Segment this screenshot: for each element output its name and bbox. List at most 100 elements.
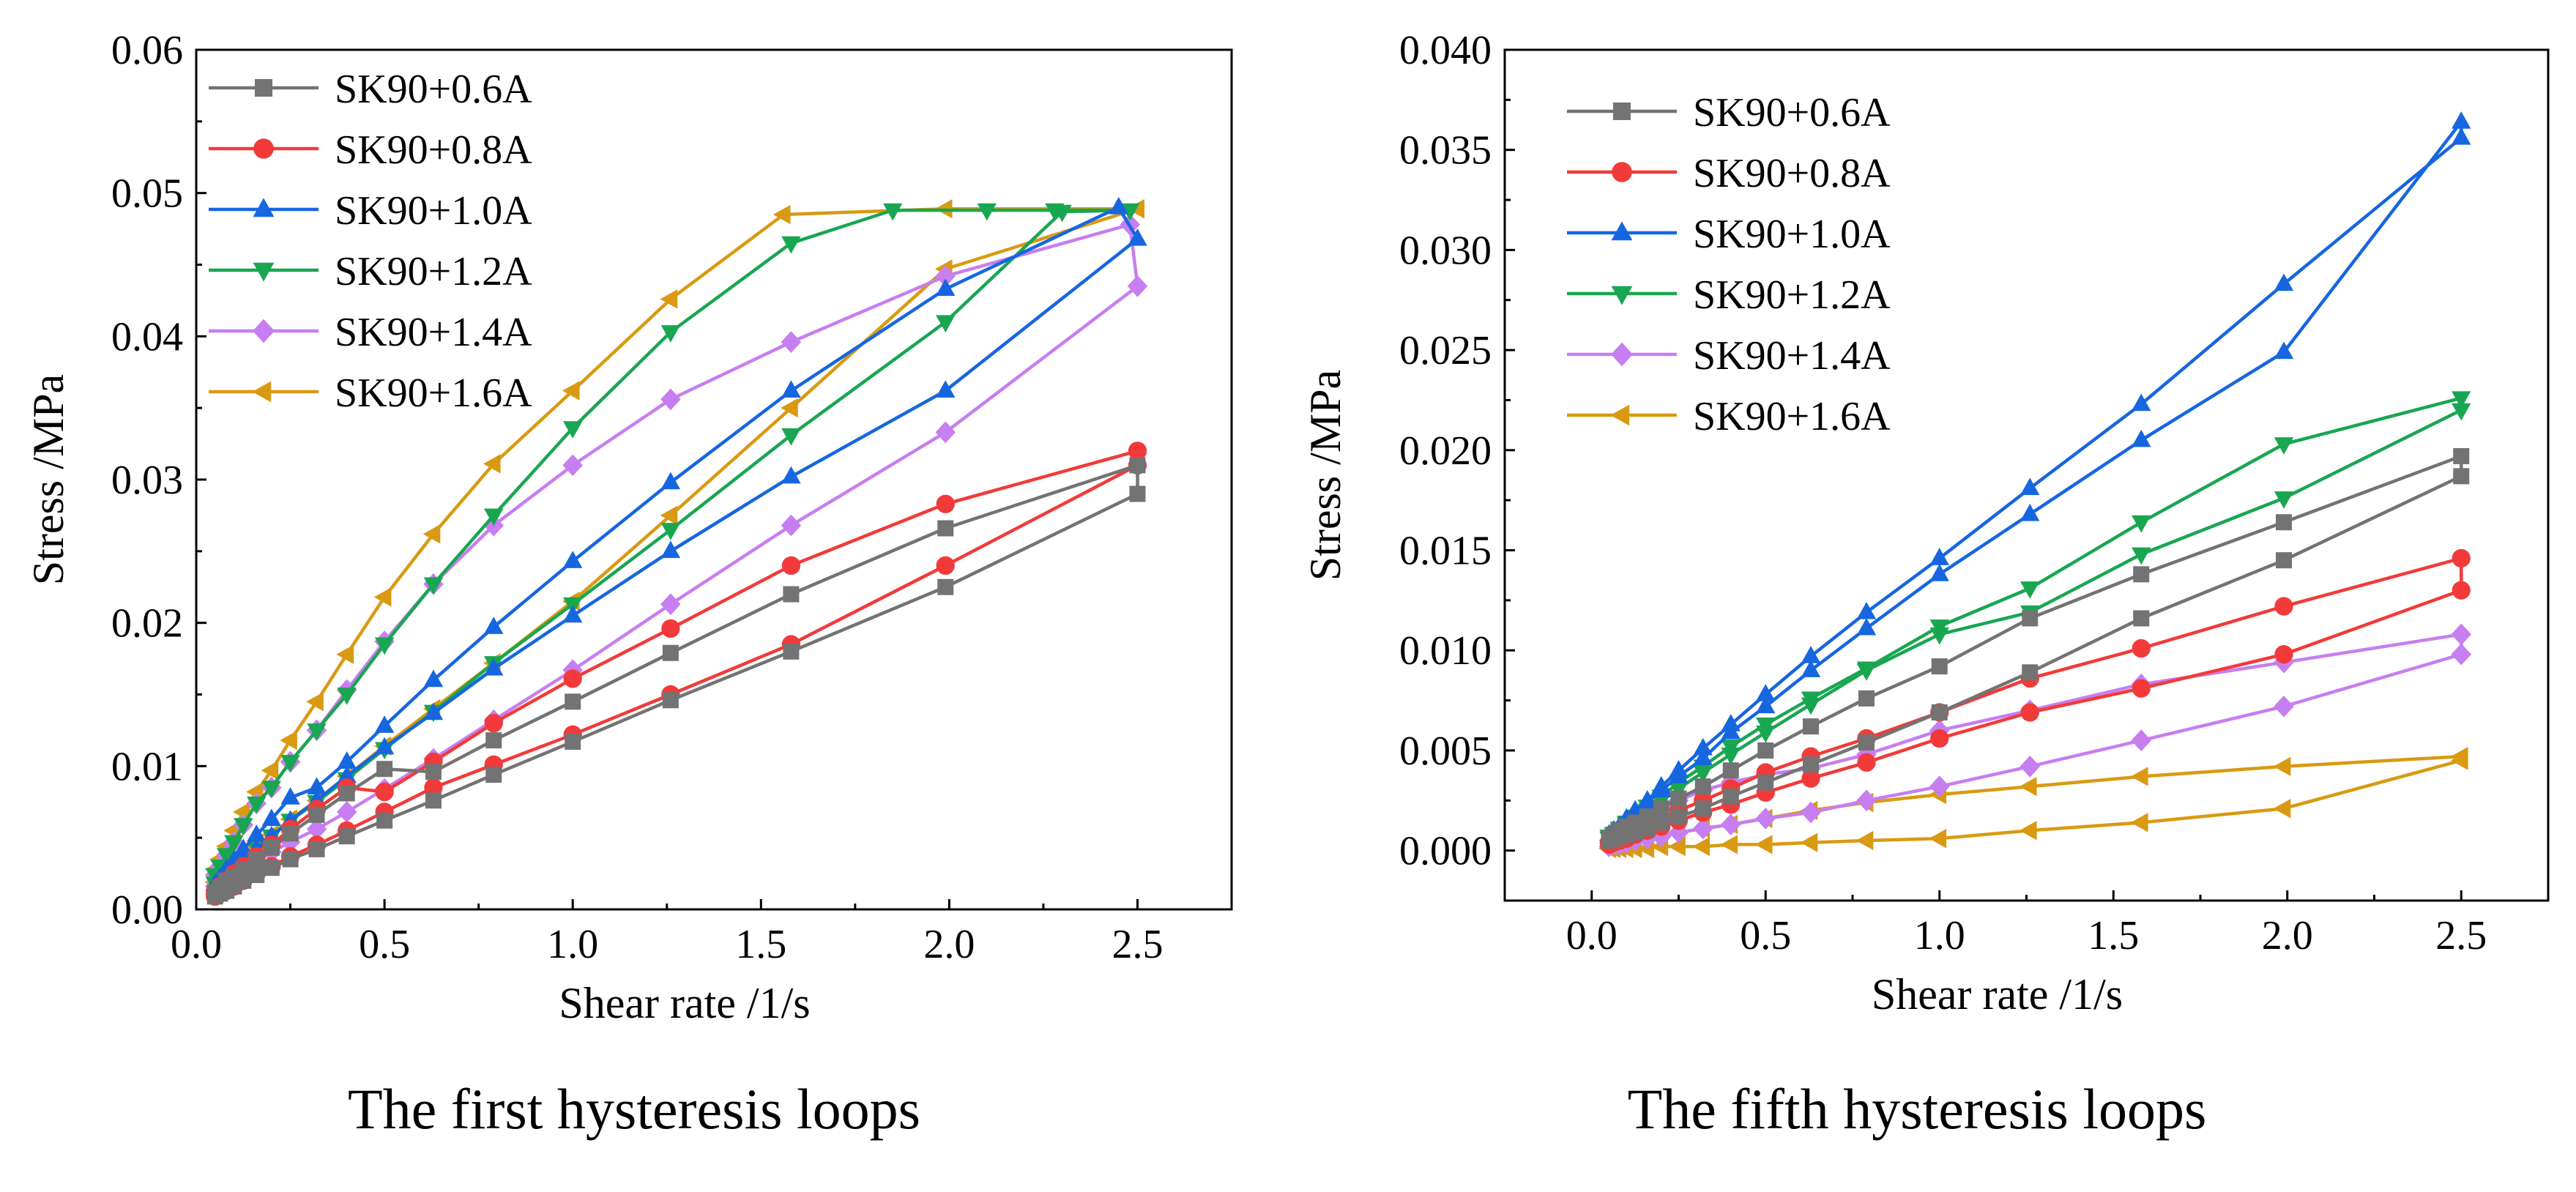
chart-2-point-10a <box>1693 737 1713 756</box>
chart-1-point-10a <box>280 787 300 805</box>
chart-2-point-08a <box>1930 729 1949 748</box>
chart-2-point-16a <box>1720 835 1738 854</box>
chart-1-point-06a <box>308 806 325 823</box>
chart-2-point-14a <box>2131 729 2151 752</box>
chart-2-y-tick-label: 0.010 <box>1399 628 1492 674</box>
chart-2-point-10a <box>1856 617 1877 636</box>
chart-2-point-12a <box>2274 437 2294 455</box>
chart-1-point-10a <box>374 737 395 755</box>
chart-1-point-06a <box>338 828 355 845</box>
chart-1-point-08a <box>936 556 955 575</box>
chart-2-point-16a <box>1855 830 1874 851</box>
chart-1-point-10a <box>1128 228 1147 246</box>
chart-1-point-14a <box>562 454 583 477</box>
chart-2-point-12a <box>1669 781 1689 800</box>
chart-1-point-06a <box>485 767 502 783</box>
chart-2-point-06a <box>1694 800 1711 817</box>
chart-2-x-axis-label: Shear rate /1/s <box>1872 970 2123 1018</box>
chart-1-point-08a <box>484 713 503 733</box>
chart-2-legend-marker-16a <box>1610 404 1630 426</box>
chart-2-point-06a <box>1653 800 1669 817</box>
chart-1-point-14a <box>781 514 802 537</box>
chart-2-legend-label-16a: SK90+1.6A <box>1693 394 1891 439</box>
chart-1-point-10a <box>1109 196 1128 215</box>
chart-1-x-tick-label: 0.0 <box>171 922 222 967</box>
chart-1-point-10a <box>261 808 282 827</box>
chart-2-point-10a <box>1651 775 1671 794</box>
chart-1-point-06a <box>783 586 800 603</box>
chart-2-legend-label-10a: SK90+1.0A <box>1693 212 1891 257</box>
chart-2-point-06a <box>1653 814 1669 831</box>
chart-1-x-tick-label: 1.5 <box>735 922 786 967</box>
chart-2-point-12a <box>2452 403 2471 421</box>
chart-1-point-10a <box>337 765 357 783</box>
chart-1-point-14a <box>781 331 802 354</box>
chart-2-point-14a <box>2451 643 2471 666</box>
chart-1-legend-label-12a: SK90+1.2A <box>335 249 532 294</box>
chart-2-x-tick-label: 0.5 <box>1740 913 1791 958</box>
chart-1-point-06a <box>338 785 355 802</box>
chart-1-point-06a <box>1129 485 1146 502</box>
chart-2-point-08a <box>2452 581 2471 600</box>
chart-2-y-tick-label: 0.015 <box>1399 529 1492 574</box>
chart-2-point-06a <box>2276 552 2292 569</box>
chart-1-point-10a <box>484 658 504 676</box>
chart-1-point-10a <box>247 824 267 842</box>
chart-2-point-10a <box>2132 393 2151 411</box>
chart-1-point-12a <box>781 428 801 446</box>
chart-2-point-10a <box>1929 564 1949 581</box>
chart-2-legend: SK90+0.6A SK90+0.8A SK90+1.0A SK90+1.2A SK90… <box>1567 90 1891 439</box>
chart-1-legend-marker-08a <box>253 138 274 159</box>
chart-1-point-14a <box>336 801 357 823</box>
chart-2-legend-marker-12a <box>1611 286 1633 305</box>
chart-2-x-tick-label: 0.0 <box>1566 913 1618 958</box>
chart-2-point-12a <box>1721 748 1741 765</box>
chart-1-point-12a <box>261 781 282 798</box>
chart-1-x-tick-label: 2.0 <box>923 922 975 967</box>
chart-2-point-06a <box>1858 690 1875 707</box>
chart-1-point-16a <box>660 289 678 309</box>
chart-2-point-16a <box>2130 813 2148 832</box>
chart-1-title: The first hysteresis loops <box>347 1077 921 1141</box>
chart-2-point-06a <box>1722 788 1739 805</box>
chart-2-legend-marker-08a <box>1612 162 1632 182</box>
chart-2: 0.0 0.5 1.0 1.5 2.0 2.5 0.000 0.005 0.010 0.015 0.… <box>1301 28 2550 1018</box>
chart-1-point-12a <box>307 723 327 741</box>
chart-1-y-tick-label: 0.04 <box>111 314 183 360</box>
chart-1-legend: SK90+0.6A SK90+0.8A SK90+1.0A SK90+1.2A SK90… <box>209 67 532 416</box>
chart-1-point-06a <box>282 825 299 842</box>
chart-1-legend-label-10a: SK90+1.0A <box>335 188 532 234</box>
chart-2-series-08a <box>1599 548 2471 854</box>
chart-2-point-10a <box>1929 548 1949 565</box>
chart-2-point-16a <box>2273 799 2291 819</box>
chart-1-point-12a <box>883 203 903 221</box>
chart-1-point-16a <box>773 204 791 225</box>
chart-1-point-12a <box>1052 204 1072 223</box>
chart-2-y-tick-label: 0.005 <box>1399 729 1492 774</box>
chart-2-point-12a <box>1801 697 1821 715</box>
chart-2-point-06a <box>1931 658 1948 675</box>
chart-2-point-16a <box>1668 836 1686 857</box>
chart-2-point-12a <box>1756 725 1776 743</box>
chart-1-y-tick-label: 0.06 <box>111 28 183 73</box>
chart-2-point-10a <box>2452 111 2471 129</box>
chart-1-legend-label-14a: SK90+1.4A <box>335 310 532 355</box>
chart-1-x-tick-label: 1.0 <box>547 922 598 967</box>
chart-2-point-10a <box>1693 748 1713 766</box>
chart-1-x-tick-label: 0.5 <box>359 922 410 967</box>
chart-2-point-14a <box>2274 695 2294 718</box>
chart-1-point-14a <box>660 593 681 616</box>
chart-1-point-06a <box>662 692 679 709</box>
chart-2-y-tick-label: 0.025 <box>1399 328 1492 373</box>
chart-2-point-16a <box>2273 756 2291 777</box>
chart-1-point-10a <box>781 466 801 484</box>
chart-2-point-06a <box>2022 664 2039 681</box>
chart-2-point-10a <box>1856 601 1877 619</box>
chart-2-x-tick-label: 1.0 <box>1914 913 1965 958</box>
chart-1-point-08a <box>375 782 394 802</box>
chart-1-point-08a <box>424 778 443 797</box>
chart-2-point-06a <box>1803 718 1819 735</box>
chart-1-point-10a <box>781 380 801 398</box>
chart-1-point-10a <box>562 551 583 568</box>
